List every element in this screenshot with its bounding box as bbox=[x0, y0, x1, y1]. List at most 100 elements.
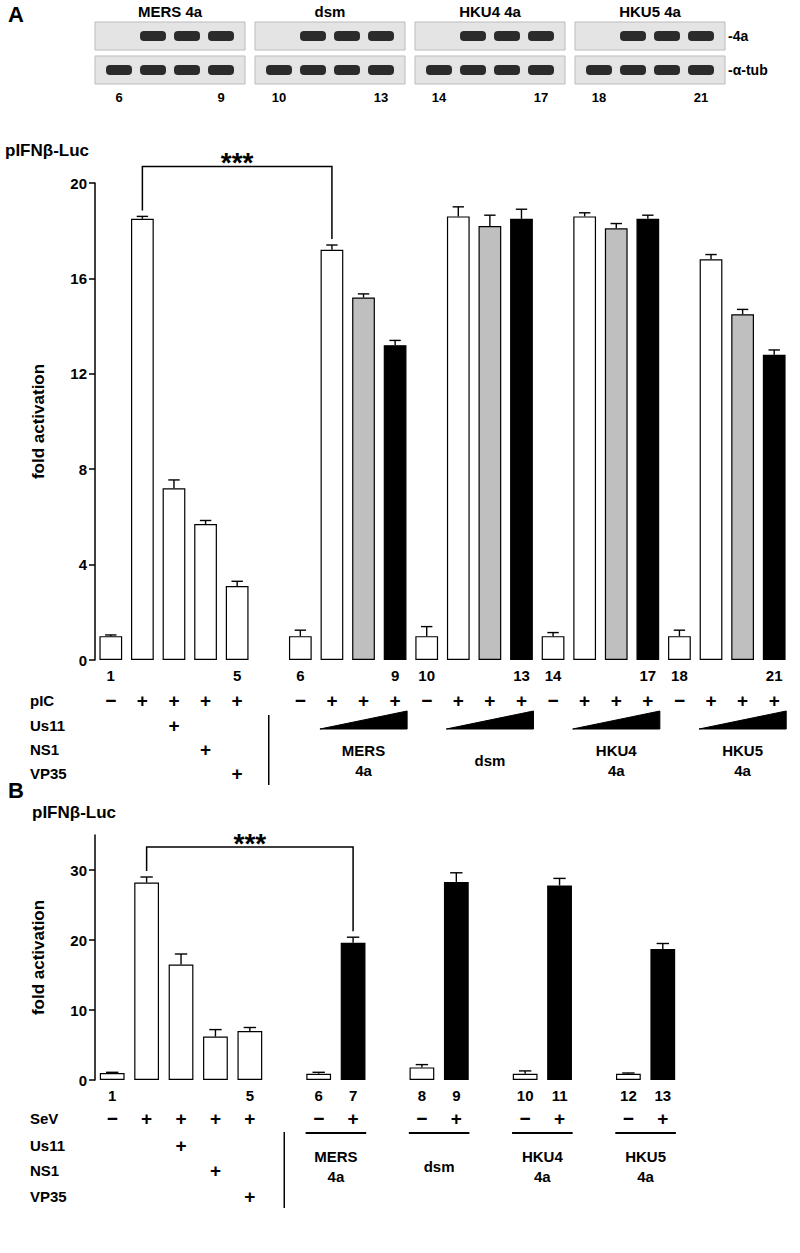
svg-text:+: + bbox=[244, 1186, 255, 1207]
svg-text:+: + bbox=[232, 690, 243, 711]
svg-text:pIFNβ-Luc: pIFNβ-Luc bbox=[32, 803, 116, 822]
svg-text:−: − bbox=[623, 1108, 634, 1129]
svg-text:10: 10 bbox=[517, 1087, 534, 1104]
svg-text:−: − bbox=[416, 1108, 427, 1129]
svg-text:17: 17 bbox=[639, 667, 656, 684]
svg-text:Us11: Us11 bbox=[30, 1137, 65, 1154]
svg-text:13: 13 bbox=[654, 1087, 671, 1104]
svg-text:9: 9 bbox=[391, 667, 399, 684]
svg-text:5: 5 bbox=[246, 1087, 254, 1104]
svg-text:−: − bbox=[107, 1108, 118, 1129]
svg-text:+: + bbox=[210, 1108, 221, 1129]
svg-text:HKU4: HKU4 bbox=[522, 1148, 563, 1165]
svg-text:+: + bbox=[168, 715, 179, 736]
svg-text:12: 12 bbox=[70, 365, 87, 382]
svg-text:dsm: dsm bbox=[315, 3, 346, 20]
svg-text:***: *** bbox=[221, 147, 254, 178]
svg-text:8: 8 bbox=[418, 1087, 426, 1104]
svg-text:+: + bbox=[554, 1108, 565, 1129]
svg-text:+: + bbox=[175, 1108, 186, 1129]
svg-text:12: 12 bbox=[620, 1087, 637, 1104]
svg-text:13: 13 bbox=[513, 667, 530, 684]
svg-text:17: 17 bbox=[534, 90, 548, 105]
svg-text:+: + bbox=[657, 1108, 668, 1129]
svg-text:+: + bbox=[453, 690, 464, 711]
svg-text:B: B bbox=[8, 778, 24, 803]
svg-text:+: + bbox=[451, 1108, 462, 1129]
svg-text:20: 20 bbox=[70, 932, 87, 949]
svg-text:fold activation: fold activation bbox=[29, 900, 48, 1015]
svg-text:18: 18 bbox=[592, 90, 606, 105]
svg-text:14: 14 bbox=[432, 90, 447, 105]
svg-text:NS1: NS1 bbox=[30, 741, 59, 758]
svg-text:MERS 4a: MERS 4a bbox=[138, 3, 203, 20]
svg-text:HKU4: HKU4 bbox=[596, 742, 637, 759]
svg-text:***: *** bbox=[234, 828, 267, 859]
svg-text:+: + bbox=[484, 690, 495, 711]
svg-text:+: + bbox=[244, 1108, 255, 1129]
svg-text:+: + bbox=[200, 690, 211, 711]
svg-text:1: 1 bbox=[108, 1087, 116, 1104]
svg-text:+: + bbox=[516, 690, 527, 711]
svg-text:9: 9 bbox=[452, 1087, 460, 1104]
svg-text:HKU5: HKU5 bbox=[625, 1148, 666, 1165]
svg-text:HKU5: HKU5 bbox=[722, 742, 763, 759]
svg-text:−: − bbox=[520, 1108, 531, 1129]
svg-text:+: + bbox=[210, 1160, 221, 1181]
svg-text:HKU4 4a: HKU4 4a bbox=[459, 3, 521, 20]
svg-text:+: + bbox=[705, 690, 716, 711]
svg-text:−: − bbox=[421, 690, 432, 711]
svg-text:8: 8 bbox=[79, 461, 87, 478]
svg-text:10: 10 bbox=[70, 1002, 87, 1019]
svg-text:21: 21 bbox=[766, 667, 783, 684]
svg-text:1: 1 bbox=[107, 667, 115, 684]
svg-text:+: + bbox=[168, 690, 179, 711]
svg-text:-α-tub: -α-tub bbox=[728, 62, 768, 78]
svg-text:9: 9 bbox=[217, 90, 224, 105]
svg-text:20: 20 bbox=[70, 175, 87, 192]
svg-text:−: − bbox=[548, 690, 559, 711]
svg-text:SeV: SeV bbox=[30, 1110, 58, 1127]
svg-text:0: 0 bbox=[79, 652, 87, 669]
svg-text:−: − bbox=[313, 1108, 324, 1129]
svg-text:+: + bbox=[175, 1135, 186, 1156]
svg-text:+: + bbox=[579, 690, 590, 711]
svg-text:14: 14 bbox=[545, 667, 562, 684]
svg-text:−: − bbox=[295, 690, 306, 711]
svg-text:+: + bbox=[141, 1108, 152, 1129]
svg-text:+: + bbox=[611, 690, 622, 711]
svg-text:−: − bbox=[105, 690, 116, 711]
svg-text:10: 10 bbox=[272, 90, 286, 105]
svg-text:+: + bbox=[390, 690, 401, 711]
svg-text:−: − bbox=[674, 690, 685, 711]
svg-text:Us11: Us11 bbox=[30, 717, 65, 734]
svg-text:NS1: NS1 bbox=[30, 1162, 59, 1179]
svg-text:6: 6 bbox=[115, 90, 122, 105]
svg-text:+: + bbox=[358, 690, 369, 711]
svg-text:dsm: dsm bbox=[424, 1158, 455, 1175]
svg-text:16: 16 bbox=[70, 270, 87, 287]
svg-text:30: 30 bbox=[70, 862, 87, 879]
svg-text:4: 4 bbox=[79, 556, 88, 573]
svg-text:+: + bbox=[642, 690, 653, 711]
svg-text:11: 11 bbox=[552, 1087, 568, 1104]
svg-text:4a: 4a bbox=[328, 1168, 345, 1185]
svg-text:4a: 4a bbox=[355, 762, 372, 779]
svg-text:4a: 4a bbox=[734, 762, 751, 779]
svg-text:pIFNβ-Luc: pIFNβ-Luc bbox=[5, 141, 89, 160]
svg-text:MERS: MERS bbox=[314, 1148, 357, 1165]
svg-text:+: + bbox=[232, 763, 243, 784]
svg-text:+: + bbox=[769, 690, 780, 711]
svg-text:7: 7 bbox=[349, 1087, 357, 1104]
svg-text:+: + bbox=[137, 690, 148, 711]
svg-text:HKU5 4a: HKU5 4a bbox=[619, 3, 681, 20]
svg-text:4a: 4a bbox=[608, 762, 625, 779]
svg-text:-4a: -4a bbox=[728, 28, 748, 44]
svg-text:18: 18 bbox=[671, 667, 688, 684]
svg-text:+: + bbox=[348, 1108, 359, 1129]
svg-text:dsm: dsm bbox=[474, 752, 505, 769]
svg-text:VP35: VP35 bbox=[30, 1188, 67, 1205]
svg-text:4a: 4a bbox=[637, 1168, 654, 1185]
svg-text:+: + bbox=[200, 739, 211, 760]
svg-text:4a: 4a bbox=[534, 1168, 551, 1185]
